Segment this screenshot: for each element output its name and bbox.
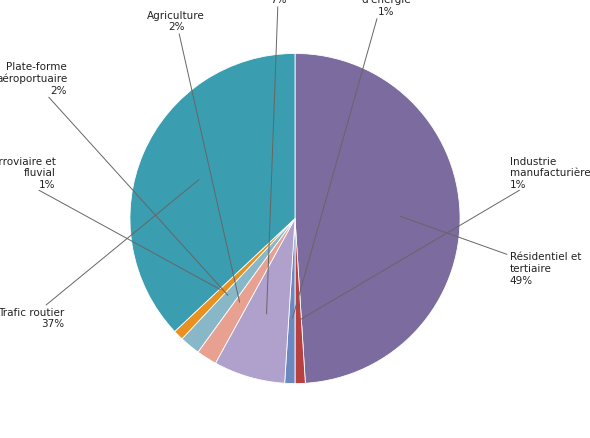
Wedge shape <box>295 219 306 384</box>
Text: Chantiers et
carrières
7%: Chantiers et carrières 7% <box>247 0 310 314</box>
Text: Résidentiel et
tertiaire
49%: Résidentiel et tertiaire 49% <box>400 217 581 285</box>
Wedge shape <box>284 219 295 384</box>
Wedge shape <box>215 219 295 383</box>
Text: Trafic routier
37%: Trafic routier 37% <box>0 180 199 328</box>
Wedge shape <box>295 54 460 383</box>
Text: Trafic ferroviaire et
fluvial
1%: Trafic ferroviaire et fluvial 1% <box>0 156 220 290</box>
Text: Extraction,
transformation et
distribution
d’énergie
1%: Extraction, transformation et distributi… <box>293 0 432 318</box>
Wedge shape <box>130 54 295 332</box>
Wedge shape <box>175 219 295 339</box>
Wedge shape <box>182 219 295 352</box>
Wedge shape <box>198 219 295 363</box>
Text: Industrie
manufacturière
1%: Industrie manufacturière 1% <box>301 156 590 320</box>
Text: Plate-forme
aéroportuaire
2%: Plate-forme aéroportuaire 2% <box>0 62 228 296</box>
Text: Agriculture
2%: Agriculture 2% <box>148 11 240 303</box>
